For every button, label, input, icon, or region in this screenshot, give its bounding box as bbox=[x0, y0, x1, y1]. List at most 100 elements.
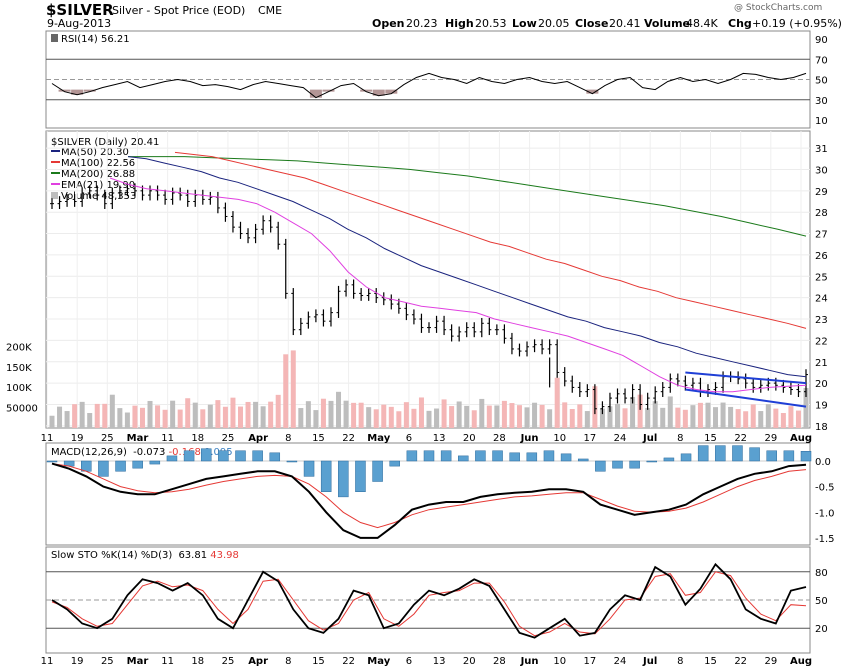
macd-histogram-bar bbox=[166, 455, 178, 462]
rsi-oversold-fill bbox=[71, 89, 84, 95]
volume-bar bbox=[645, 408, 651, 428]
rsi-line bbox=[51, 72, 807, 99]
ma200-line bbox=[128, 156, 807, 237]
volume-bar bbox=[667, 396, 673, 428]
macd-histogram-bar bbox=[355, 460, 366, 492]
rsi-legend-text: RSI(14) 56.21 bbox=[61, 34, 130, 45]
macd-tick-label: -1.0 bbox=[815, 508, 835, 519]
volume-bar bbox=[562, 402, 568, 428]
volume-bar bbox=[743, 411, 749, 428]
x-tick-label: 11 bbox=[161, 656, 174, 667]
macd-histogram-bar bbox=[526, 452, 538, 462]
ma200-legend: MA(200) 26.88 bbox=[61, 169, 135, 180]
volume-bar bbox=[652, 401, 658, 428]
macd-histogram-bar bbox=[629, 460, 640, 469]
volume-bar bbox=[366, 407, 372, 428]
macd-tick-label: -1.5 bbox=[815, 534, 835, 545]
x-tick-label: Mar bbox=[127, 433, 149, 444]
volume-tick-label: 200K bbox=[6, 342, 32, 353]
volume-bar bbox=[750, 404, 756, 428]
x-tick-label: 15 bbox=[312, 656, 325, 667]
sto-tick-label: 80 bbox=[815, 568, 828, 579]
volume-bar bbox=[758, 411, 764, 428]
volume-bar bbox=[155, 405, 161, 428]
volume-bar bbox=[57, 406, 63, 428]
macd-histogram-bar bbox=[406, 450, 418, 462]
x-tick-label: May bbox=[367, 433, 390, 444]
volume-bar bbox=[795, 410, 801, 428]
volume-bar bbox=[72, 404, 78, 428]
x-tick-label: Apr bbox=[248, 433, 268, 444]
volume-bar bbox=[117, 408, 123, 428]
sto-tick-label: 20 bbox=[815, 624, 828, 635]
ma50-swatch bbox=[51, 150, 60, 152]
volume-bar bbox=[494, 405, 500, 428]
volume-bar bbox=[147, 400, 153, 428]
rsi-oversold-fill bbox=[83, 89, 96, 92]
macd-histogram-bar bbox=[595, 460, 606, 472]
moving-averages bbox=[109, 151, 807, 393]
volume-bar bbox=[426, 410, 432, 428]
macd-histogram-bar bbox=[286, 460, 298, 463]
volume-bar bbox=[622, 408, 628, 428]
low-label: Low bbox=[512, 17, 537, 30]
x-tick-label: Jul bbox=[642, 433, 657, 444]
macd-histogram-bar bbox=[715, 445, 726, 462]
trendline-lower bbox=[685, 388, 807, 408]
macd-histogram-bar bbox=[458, 455, 469, 462]
price-tick-label: 25 bbox=[815, 272, 828, 283]
volume-bar bbox=[780, 413, 786, 428]
volume-bar bbox=[403, 402, 409, 428]
volume-bar bbox=[441, 399, 447, 428]
rsi-oversold-fill bbox=[385, 89, 398, 94]
volume-bar bbox=[434, 408, 440, 428]
volume-bar bbox=[94, 403, 100, 428]
x-tick-label: 25 bbox=[222, 656, 235, 667]
macd-histogram-bar bbox=[338, 460, 349, 498]
volume-bar bbox=[283, 354, 289, 428]
macd-histogram-bar bbox=[560, 453, 572, 462]
x-tick-label: 17 bbox=[584, 656, 597, 667]
volume-bar bbox=[569, 409, 575, 428]
volume-legend: Volume 48,353 bbox=[61, 191, 136, 202]
volume-bar bbox=[486, 405, 492, 428]
x-tick-label: 8 bbox=[677, 433, 683, 444]
x-tick-label: 11 bbox=[41, 433, 54, 444]
volume-bar bbox=[238, 406, 243, 428]
chart-symbol: $SILVER bbox=[46, 1, 114, 19]
volume-bar bbox=[79, 401, 85, 428]
volume-bar bbox=[464, 405, 470, 428]
volume-value: 48.4K bbox=[686, 17, 718, 30]
volume-bar bbox=[682, 409, 688, 428]
rsi-oversold-fill bbox=[586, 89, 599, 94]
x-tick-label: 10 bbox=[553, 433, 566, 444]
rsi-tick-label: 30 bbox=[815, 96, 828, 107]
sto-legend-b: 63.81 bbox=[178, 550, 207, 561]
volume-swatch bbox=[51, 192, 58, 199]
volume-bar bbox=[773, 408, 779, 428]
volume-bar bbox=[139, 407, 145, 428]
volume-bar bbox=[253, 401, 259, 428]
volume-bar bbox=[275, 394, 281, 428]
chart-name: Silver - Spot Price (EOD) bbox=[112, 4, 245, 17]
x-tick-label: 19 bbox=[71, 656, 84, 667]
chart-exchange: CME bbox=[258, 4, 282, 17]
volume-bar bbox=[479, 398, 485, 428]
volume-bar bbox=[245, 401, 251, 428]
volume-bar bbox=[675, 407, 681, 428]
volume-bar bbox=[328, 400, 334, 428]
x-tick-label: 29 bbox=[764, 433, 777, 444]
volume-bar bbox=[803, 387, 809, 428]
macd-histogram-bar bbox=[766, 450, 777, 462]
volume-bar bbox=[765, 404, 771, 428]
volume-bar bbox=[373, 409, 379, 428]
macd-histogram-bar bbox=[132, 460, 143, 469]
volume-bar bbox=[109, 394, 115, 428]
macd-histogram-bar bbox=[200, 448, 212, 462]
volume-bar bbox=[388, 406, 394, 428]
chart-date: 9-Aug-2013 bbox=[47, 17, 111, 30]
macd-histogram-bar bbox=[509, 452, 520, 462]
macd-histogram-bar bbox=[475, 450, 486, 462]
quote-strip: Open 20.23 High 20.53 Low 20.05 Close 20… bbox=[372, 17, 842, 30]
